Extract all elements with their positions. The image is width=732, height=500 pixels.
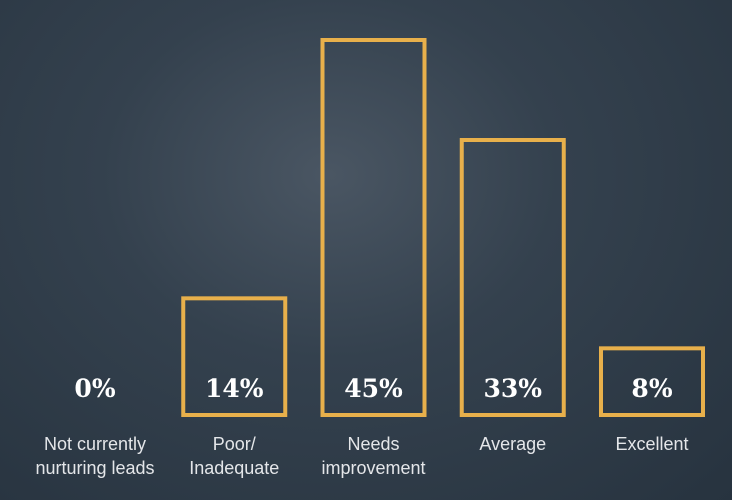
category-label: Excellent xyxy=(615,434,689,454)
value-label: 14% xyxy=(205,374,264,403)
value-label: 8% xyxy=(631,374,672,403)
bar xyxy=(181,296,288,418)
bar xyxy=(599,346,705,418)
category-label: Not currently nurturing leads xyxy=(35,434,155,478)
category-label: Needs improvement xyxy=(321,434,426,478)
bar xyxy=(459,138,566,417)
category-label: Poor/ Inadequate xyxy=(189,434,280,478)
value-label: 33% xyxy=(483,374,542,403)
value-label: 0% xyxy=(74,374,115,403)
bar xyxy=(320,38,427,417)
value-label: 45% xyxy=(344,374,403,403)
category-label: Average xyxy=(479,434,547,454)
